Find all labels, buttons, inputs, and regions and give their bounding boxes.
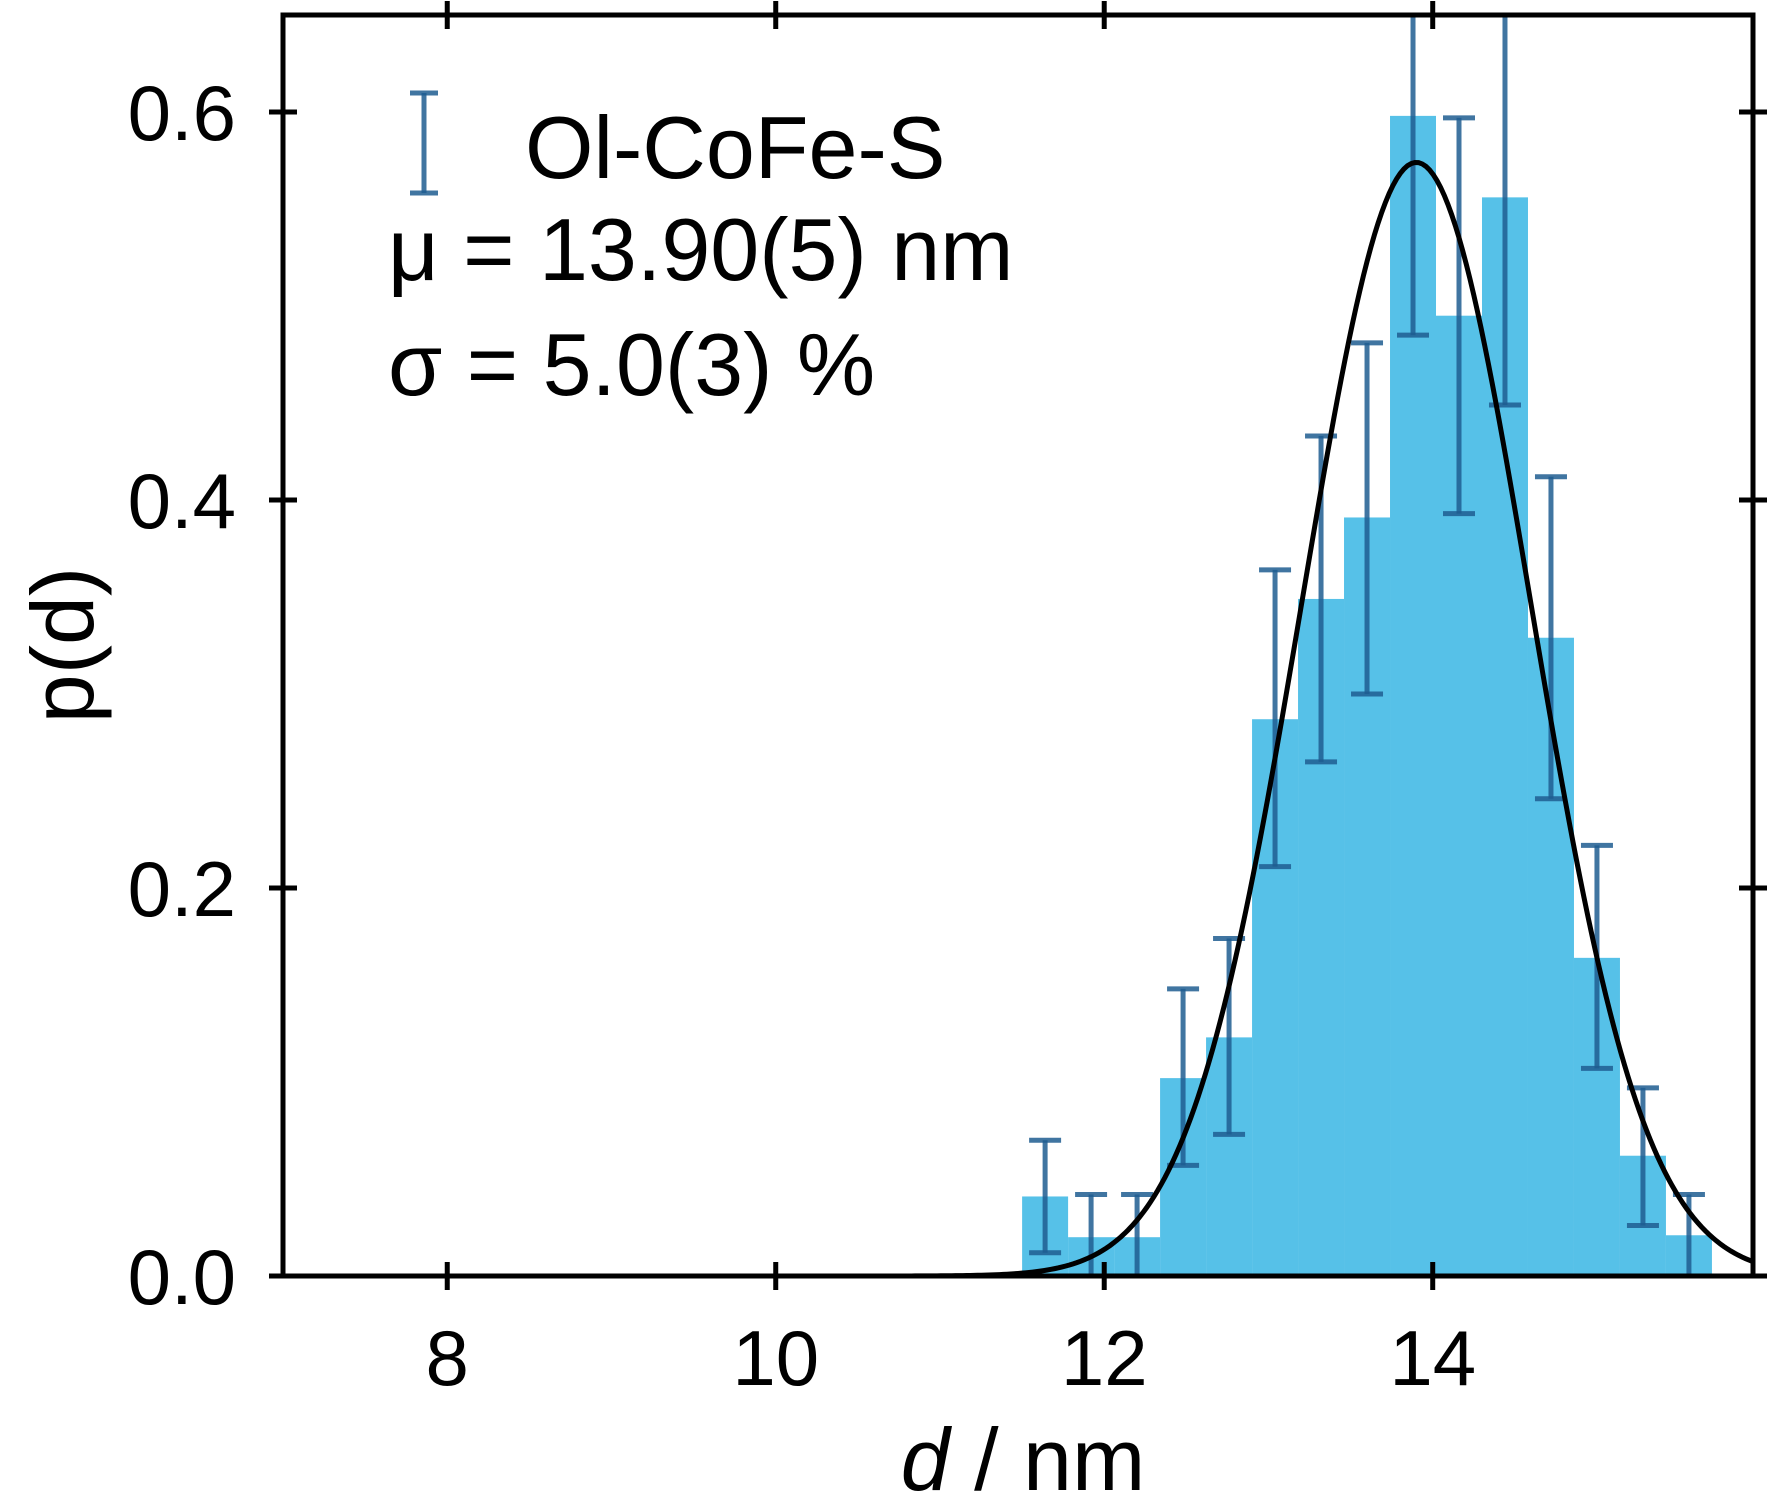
x-tick-label: 8	[426, 1314, 469, 1402]
x-tick-label: 10	[732, 1314, 819, 1402]
error-bar	[1029, 1137, 1062, 1256]
axis-ticks	[269, 1, 1767, 1290]
error-bar	[1534, 474, 1567, 802]
x-tick-label: 12	[1061, 1314, 1148, 1402]
legend: Ol-CoFe-S μ = 13.90(5) nm σ = 5.0(3) %	[388, 90, 1013, 414]
x-axis-symbol: d	[901, 1410, 953, 1500]
annotation-sigma: σ = 5.0(3) %	[388, 315, 875, 414]
x-tick-label: 14	[1389, 1314, 1476, 1402]
error-bar	[1351, 340, 1384, 697]
y-tick-label: 0.6	[128, 69, 236, 157]
error-bar	[1259, 567, 1292, 870]
y-tick-label: 0.2	[128, 845, 236, 933]
legend-errorbar-marker	[410, 90, 438, 196]
y-tick-label: 0.4	[128, 457, 236, 545]
tick-labels: 8 10 12 14 0.0 0.2 0.4 0.6	[128, 69, 1477, 1402]
legend-label: Ol-CoFe-S	[525, 98, 946, 197]
x-axis-separator: /	[950, 1410, 1023, 1500]
annotation-mu: μ = 13.90(5) nm	[388, 200, 1013, 299]
plot-frame	[280, 12, 1756, 1279]
error-bars	[1029, 12, 1705, 1279]
error-bar	[1443, 115, 1475, 517]
x-axis-title: d / nm	[901, 1410, 1146, 1500]
y-tick-label: 0.0	[128, 1233, 236, 1321]
x-axis-unit: nm	[1023, 1410, 1145, 1500]
y-axis-title: p(d)	[13, 567, 112, 724]
